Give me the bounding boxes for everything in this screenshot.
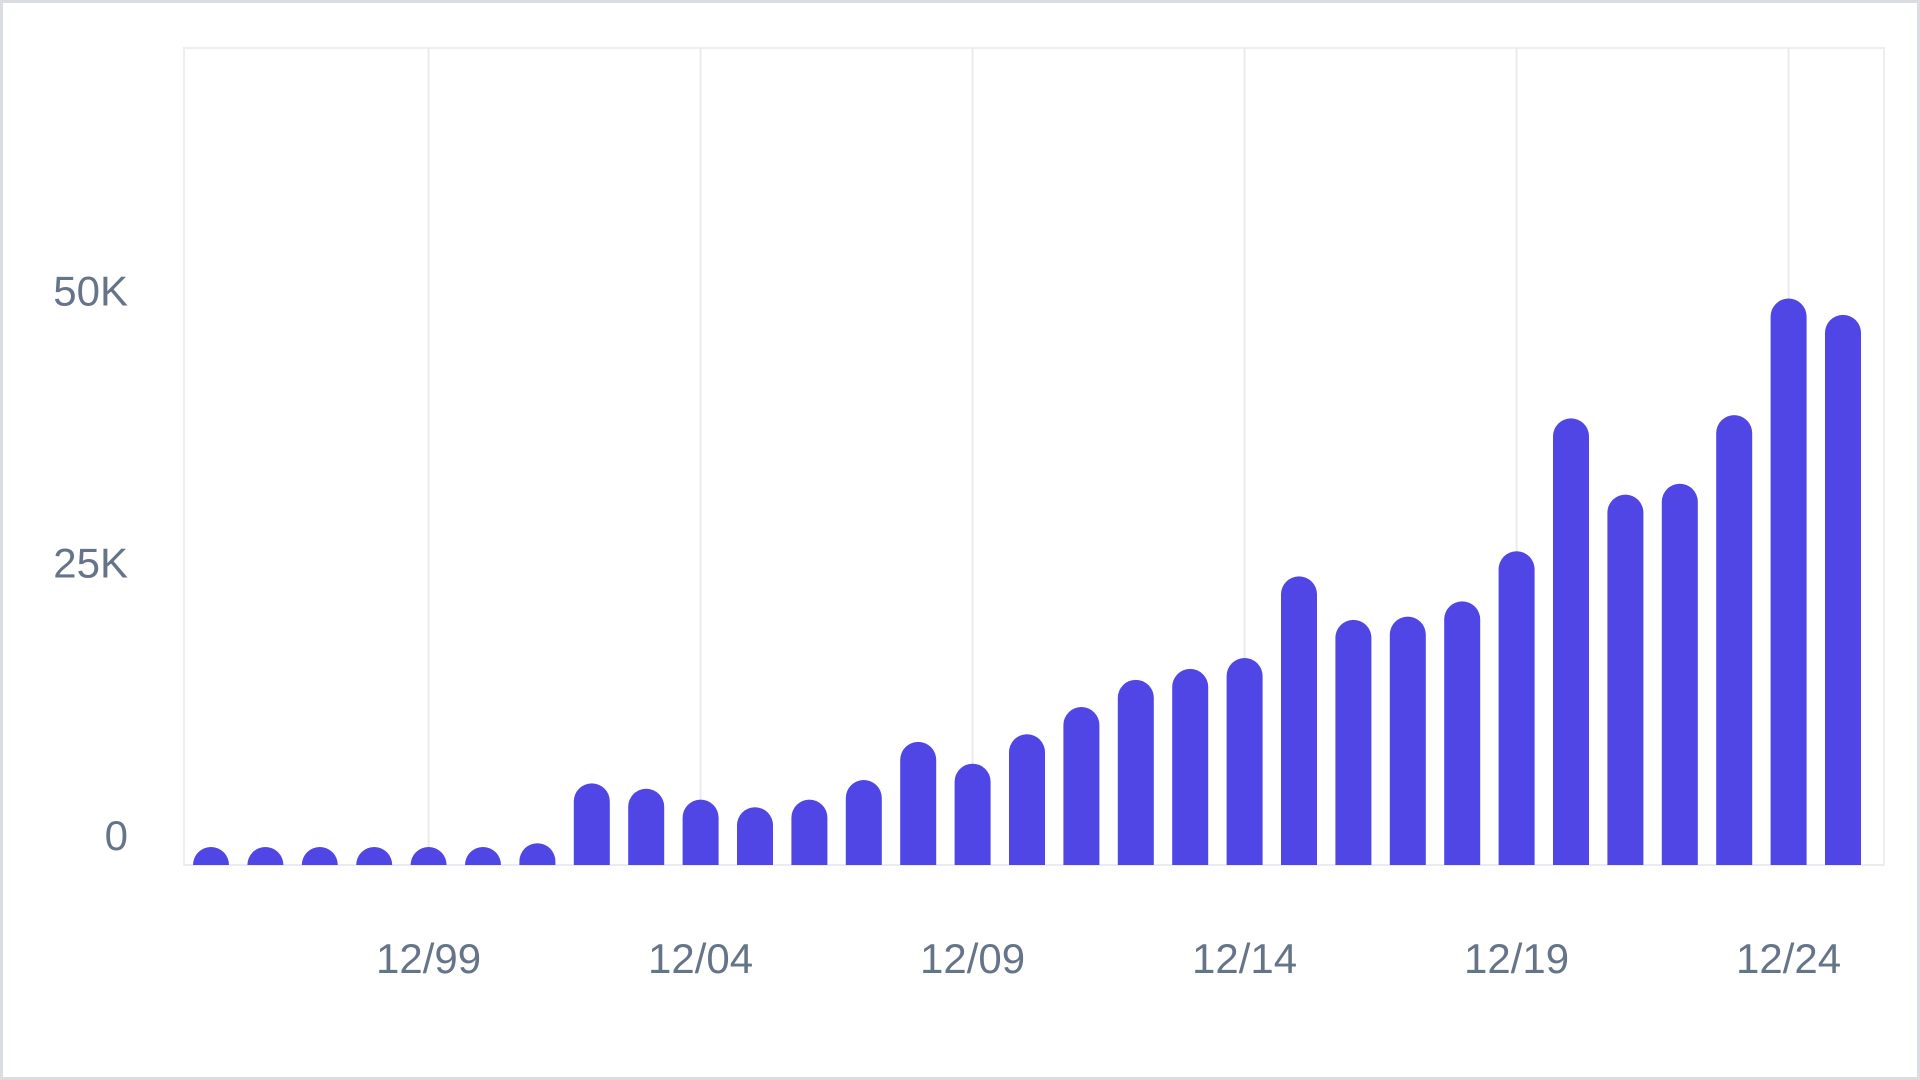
bar-2025-12[interactable] <box>1825 314 1861 865</box>
bar-2016-12[interactable] <box>1335 619 1372 865</box>
bar-2004-12[interactable] <box>682 799 719 865</box>
bar-2005-12[interactable] <box>737 807 773 865</box>
y-axis-labels: 0 25K 50K <box>53 267 128 859</box>
bar-2011-12[interactable] <box>1063 707 1100 865</box>
bar-1998-12[interactable] <box>356 847 393 865</box>
bar-2018-12[interactable] <box>1444 601 1481 865</box>
y-tick-label: 25K <box>53 540 128 587</box>
bar-2014-12[interactable] <box>1226 658 1263 865</box>
bar-2012-12[interactable] <box>1117 679 1154 865</box>
x-tick-label: 12/19 <box>1464 935 1569 982</box>
bar-2001-12[interactable] <box>519 843 556 865</box>
bar-2006-12[interactable] <box>791 799 828 865</box>
y-tick-label: 50K <box>53 267 128 314</box>
bar-2022-12[interactable] <box>1661 483 1698 865</box>
bar-chart: 0 25K 50K 12/99 12/04 12/09 12/14 12/19 12/24 <box>53 47 1885 982</box>
bars <box>193 298 1861 865</box>
bar-2009-12[interactable] <box>954 763 991 865</box>
bar-2013-12[interactable] <box>1172 668 1209 865</box>
bar-1999-12[interactable] <box>410 847 447 865</box>
x-tick-label: 12/09 <box>920 935 1025 982</box>
bar-2007-12[interactable] <box>845 780 882 865</box>
bar-2019-12[interactable] <box>1498 551 1535 865</box>
bar-1996-12[interactable] <box>247 847 284 865</box>
bar-2003-12[interactable] <box>628 788 665 865</box>
bar-2000-12[interactable] <box>465 847 501 865</box>
bar-1997-12[interactable] <box>301 847 338 865</box>
y-tick-label: 0 <box>105 812 128 859</box>
x-axis-labels: 12/99 12/04 12/09 12/14 12/19 12/24 <box>376 935 1841 982</box>
bar-2023-12[interactable] <box>1716 415 1753 865</box>
bar-2024-12[interactable] <box>1770 298 1807 865</box>
x-tick-label: 12/24 <box>1736 935 1841 982</box>
bar-2017-12[interactable] <box>1389 616 1426 865</box>
bar-2010-12[interactable] <box>1009 734 1045 865</box>
bar-2002-12[interactable] <box>573 783 610 865</box>
bar-2015-12[interactable] <box>1281 576 1317 865</box>
x-tick-label: 12/04 <box>648 935 753 982</box>
bar-2020-12[interactable] <box>1553 418 1589 865</box>
bar-2021-12[interactable] <box>1607 494 1644 865</box>
x-tick-label: 12/14 <box>1192 935 1297 982</box>
bar-1995-12[interactable] <box>193 847 229 865</box>
x-tick-label: 12/99 <box>376 935 481 982</box>
bar-2008-12[interactable] <box>900 741 937 865</box>
